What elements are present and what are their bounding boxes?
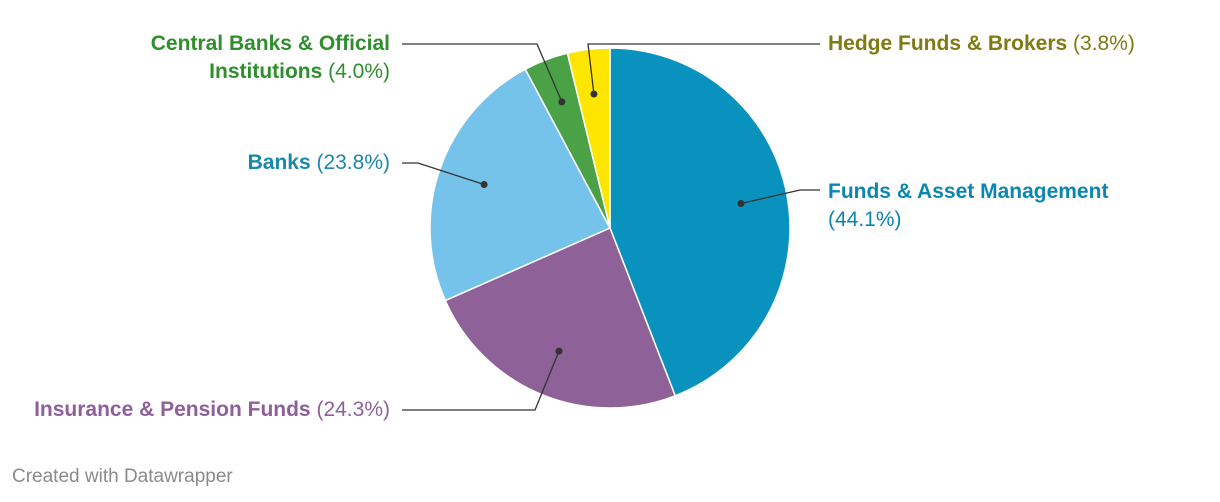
slice-labels: Funds & Asset Management (44.1%) Insurance… (34, 32, 1135, 421)
leader-lines (402, 43, 820, 411)
slice-value: (4.0%) (322, 60, 390, 83)
leader-dot-insurance-and-pension-funds (555, 347, 563, 355)
pie-slice-funds-and-asset-management[interactable] (609, 47, 791, 397)
slice-name: Funds & Asset Management (828, 180, 1108, 203)
leader-line-hedge-funds-and-brokers (587, 43, 820, 95)
pie-slice-banks[interactable] (429, 68, 612, 302)
slice-label-hedge-funds-and-brokers: Hedge Funds & Brokers (3.8%) (828, 32, 1135, 55)
pie-slices (429, 47, 791, 409)
slice-label-funds-and-asset-management: Funds & Asset Management (44.1%) (828, 180, 1108, 231)
leader-line-funds-and-asset-management (740, 189, 820, 205)
leader-line-central-banks-and-official-institutions (402, 43, 563, 103)
slice-label-insurance-and-pension-funds: Insurance & Pension Funds (24.3%) (34, 398, 390, 421)
slice-value: (44.1%) (828, 208, 902, 231)
slice-value: (23.8%) (311, 151, 390, 174)
slice-name: Central Banks & Official (151, 32, 390, 55)
slice-name: Insurance & Pension Funds (34, 398, 311, 421)
leader-dot-central-banks-and-official-institutions (558, 98, 566, 106)
leader-dot-banks (480, 181, 488, 188)
slice-value: (24.3%) (311, 398, 390, 421)
slice-name: Banks (248, 151, 311, 174)
leader-line-banks (402, 162, 485, 186)
credit-text[interactable]: Created with Datawrapper (12, 466, 233, 487)
slice-name: Hedge Funds & Brokers (828, 32, 1067, 55)
leader-line-insurance-and-pension-funds (402, 350, 560, 411)
slice-label-central-banks-and-official-institutions: Central Banks & Official Institutions (4.… (151, 32, 390, 83)
slice-value: (3.8%) (1067, 32, 1135, 55)
leader-dot-funds-and-asset-management (737, 200, 745, 207)
slice-name-cont: Institutions (209, 60, 322, 83)
leader-dot-hedge-funds-and-brokers (590, 90, 598, 98)
slice-label-banks: Banks (23.8%) (248, 151, 390, 174)
